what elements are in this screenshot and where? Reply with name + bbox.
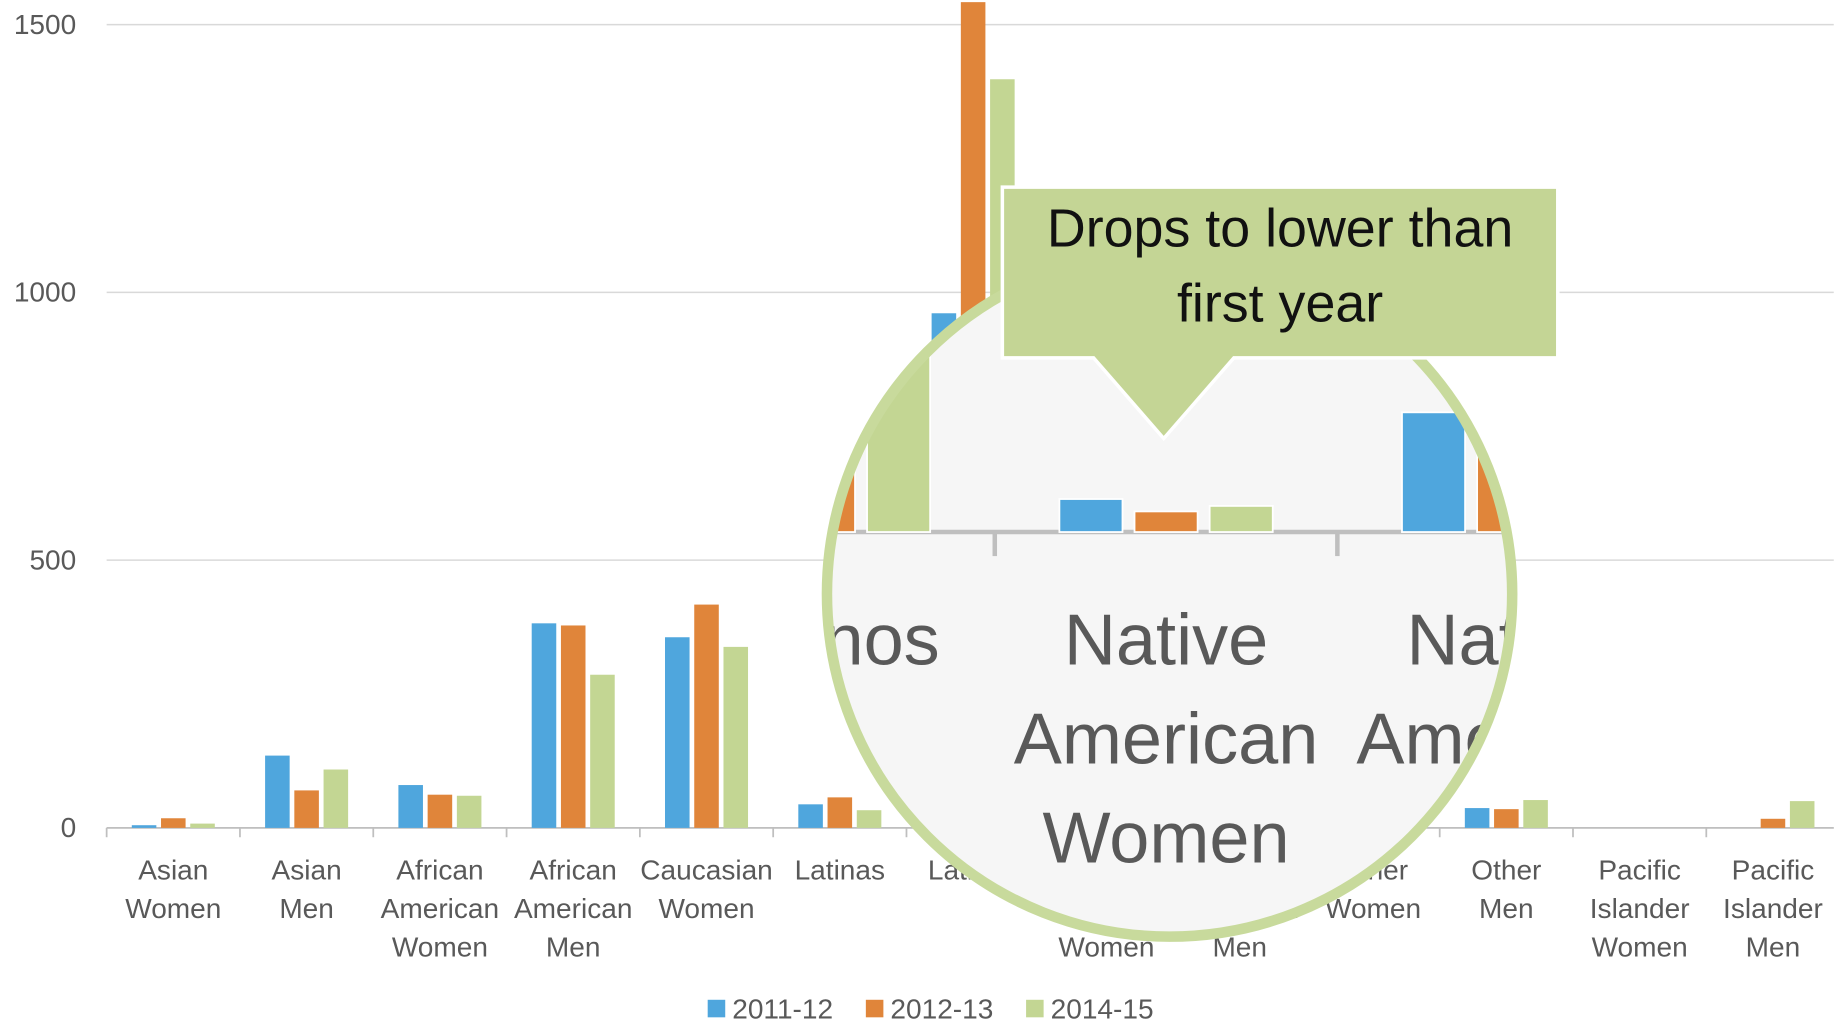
callout-box xyxy=(1000,185,1560,442)
bar xyxy=(829,253,856,533)
y-tick-label: 0 xyxy=(61,812,77,843)
bar xyxy=(1494,809,1519,828)
bar xyxy=(161,818,186,828)
bar xyxy=(182,67,245,532)
bar xyxy=(427,794,453,828)
bar xyxy=(1464,808,1490,828)
y-tick-label: 500 xyxy=(29,544,76,575)
legend-label: 2012-13 xyxy=(890,993,993,1022)
legend-swatch xyxy=(1026,999,1044,1018)
bar xyxy=(1401,411,1466,533)
bar xyxy=(1820,498,1834,532)
bar xyxy=(323,769,349,828)
bar xyxy=(866,253,932,533)
bar xyxy=(1760,818,1786,828)
legend-label: 2011-12 xyxy=(732,993,833,1022)
y-tick-label: 1000 xyxy=(14,277,76,308)
bar xyxy=(1523,800,1548,828)
x-tick-label: Pacific Islander Women xyxy=(1590,854,1690,962)
bar xyxy=(131,825,157,828)
annotation: Drops to lower than first year xyxy=(1046,197,1514,334)
bar xyxy=(798,804,823,828)
magnifier: 050010001500AsianWomenAsianMenAfricanAme… xyxy=(0,0,1834,942)
bar xyxy=(694,604,719,828)
bar xyxy=(723,646,749,828)
bar xyxy=(265,755,290,828)
bar xyxy=(449,454,512,532)
bar xyxy=(190,823,215,828)
bar xyxy=(398,785,423,828)
x-tick-label: Asian Men xyxy=(272,854,342,924)
bar xyxy=(856,810,882,828)
bar xyxy=(827,797,853,828)
bar xyxy=(1789,801,1815,828)
legend-swatch xyxy=(707,999,726,1018)
bar xyxy=(1552,463,1615,532)
x-tick-label: African American Women xyxy=(381,854,499,962)
y-tick-label: 1500 xyxy=(14,9,76,40)
callout: Drops to lower than first year xyxy=(1000,185,1560,442)
bar xyxy=(590,674,615,828)
x-tick-label: Latinas xyxy=(795,854,885,885)
bar xyxy=(1133,510,1199,533)
bar xyxy=(294,790,319,828)
bar xyxy=(1208,504,1274,533)
x-tick-label: Caucasian Women xyxy=(0,600,309,779)
bar xyxy=(107,0,170,532)
x-tick-label: Other Men xyxy=(1471,854,1541,924)
bar xyxy=(717,0,780,532)
bar xyxy=(665,637,690,828)
bar xyxy=(456,795,482,828)
bar xyxy=(374,471,437,532)
bar xyxy=(560,625,586,828)
bar xyxy=(531,623,557,828)
legend: 2011-12 2012-13 2014-15 xyxy=(707,993,1154,1024)
legend-label: 2014-15 xyxy=(1051,993,1154,1022)
x-tick-label: Latinos xyxy=(707,600,940,680)
x-tick-label: African American Men xyxy=(514,854,632,962)
x-tick-label: Pacific Islander Men xyxy=(1723,854,1823,962)
x-tick-label: Caucasian Women xyxy=(640,854,773,924)
bar xyxy=(524,487,587,532)
bar xyxy=(1058,498,1124,533)
x-tick-label: Asian Women xyxy=(125,854,221,924)
bar xyxy=(1745,491,1808,532)
legend-swatch xyxy=(865,999,884,1018)
callout-text-box: Drops to lower than first year xyxy=(1046,197,1514,334)
lens-background xyxy=(829,253,1510,935)
